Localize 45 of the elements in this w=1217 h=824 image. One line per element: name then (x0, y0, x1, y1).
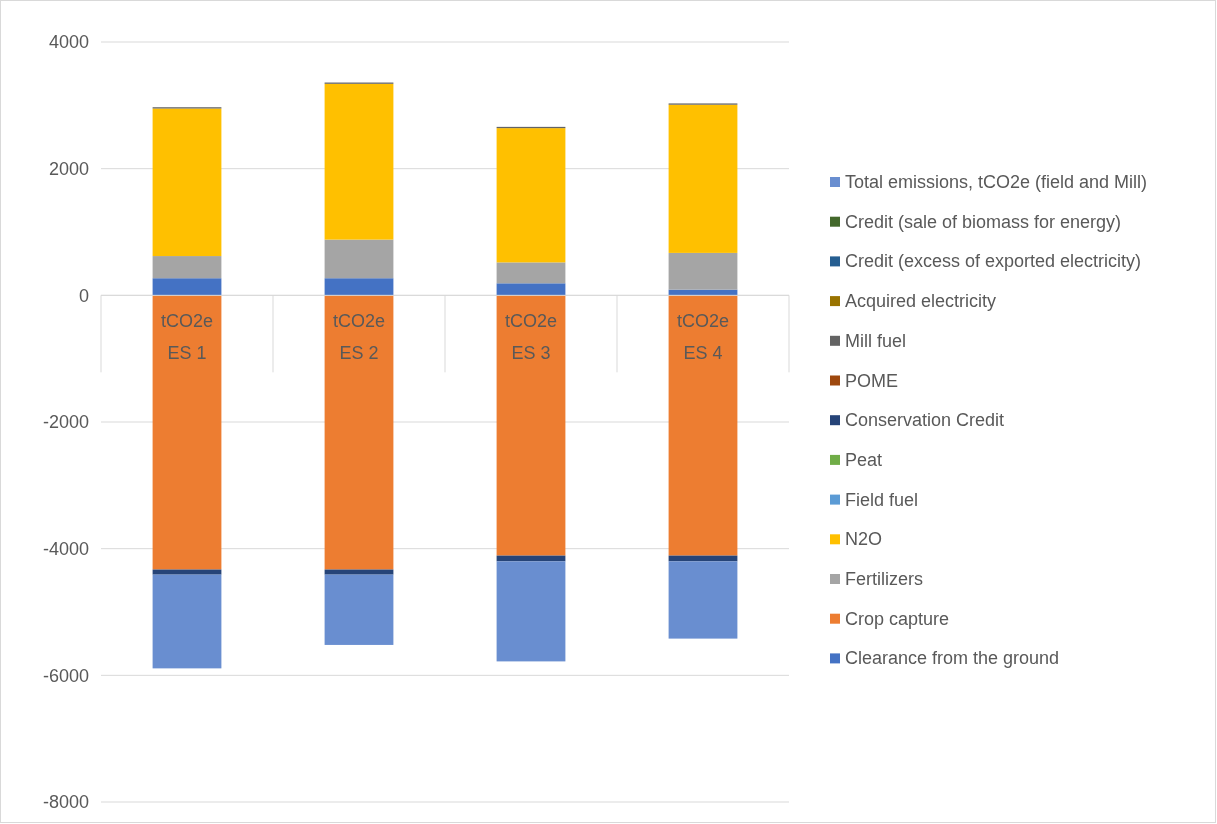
bar (152, 256, 222, 279)
legend-label: Fertilizers (845, 569, 924, 589)
bar (324, 574, 394, 645)
bar (496, 128, 566, 263)
legend-label: Total emissions, tCO2e (field and Mill) (845, 172, 1148, 192)
legend-label: Credit (excess of exported electricity) (845, 251, 1142, 272)
legend-label: Clearance from the ground (845, 648, 1060, 669)
bar (496, 295, 566, 556)
legend-label: POME (845, 370, 899, 391)
legend-label: Conservation Credit (845, 410, 1005, 431)
bar (324, 83, 394, 240)
y-tick-label: 4000 (48, 32, 89, 53)
bar (152, 108, 222, 257)
bar (668, 295, 738, 556)
y-tick-label: -2000 (42, 412, 89, 433)
legend-label: Peat (845, 449, 883, 470)
legend-label: N2O (845, 529, 883, 550)
bar (668, 104, 738, 253)
legend-label: Mill fuel (845, 330, 907, 351)
bar (324, 569, 394, 575)
bar (324, 295, 394, 570)
bar (496, 561, 566, 662)
bar (324, 239, 394, 279)
legend-label: Crop capture (845, 608, 950, 629)
bar (152, 295, 222, 570)
bar (496, 262, 566, 284)
y-tick-label: -8000 (42, 792, 89, 813)
x-tick-label: tCO2e ES 2 (332, 311, 386, 364)
bar (496, 283, 566, 296)
x-tick-label: tCO2e ES 3 (504, 311, 558, 364)
legend-label: Field fuel (845, 489, 919, 510)
y-tick-label: -6000 (42, 665, 89, 686)
y-tick-label: 0 (78, 285, 89, 306)
bar (152, 569, 222, 575)
legend-label: Credit (sale of biomass for energy) (845, 211, 1122, 232)
legend-label: Acquired electricity (845, 291, 997, 312)
bar (668, 561, 738, 639)
x-tick-label: tCO2e ES 4 (676, 311, 730, 364)
bar (324, 278, 394, 296)
bar (152, 278, 222, 296)
x-tick-label: tCO2e ES 1 (160, 311, 214, 364)
bar (668, 252, 738, 290)
bar (152, 574, 222, 669)
y-tick-label: 2000 (48, 158, 89, 179)
y-tick-label: -4000 (42, 538, 89, 559)
